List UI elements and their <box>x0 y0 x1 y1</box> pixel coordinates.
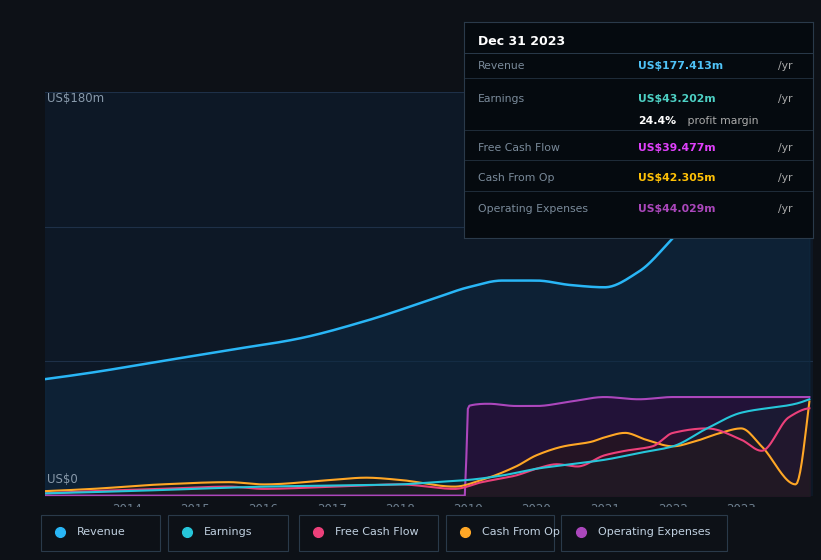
Text: US$0: US$0 <box>48 473 78 486</box>
Text: US$42.305m: US$42.305m <box>639 174 716 183</box>
Text: US$39.477m: US$39.477m <box>639 143 716 153</box>
Text: US$177.413m: US$177.413m <box>639 61 723 71</box>
Text: profit margin: profit margin <box>684 116 758 126</box>
Text: /yr: /yr <box>778 94 792 104</box>
Text: US$44.029m: US$44.029m <box>639 203 716 213</box>
Text: /yr: /yr <box>778 174 792 183</box>
Text: Revenue: Revenue <box>77 527 126 537</box>
Text: /yr: /yr <box>778 143 792 153</box>
Text: Free Cash Flow: Free Cash Flow <box>478 143 560 153</box>
Text: US$180m: US$180m <box>48 92 104 105</box>
Text: Operating Expenses: Operating Expenses <box>478 203 588 213</box>
Text: Earnings: Earnings <box>478 94 525 104</box>
Text: Free Cash Flow: Free Cash Flow <box>335 527 419 537</box>
Text: /yr: /yr <box>778 203 792 213</box>
Text: Revenue: Revenue <box>478 61 525 71</box>
Text: 24.4%: 24.4% <box>639 116 677 126</box>
Text: US$43.202m: US$43.202m <box>639 94 716 104</box>
Text: /yr: /yr <box>778 61 792 71</box>
Text: Operating Expenses: Operating Expenses <box>598 527 710 537</box>
Text: Cash From Op: Cash From Op <box>482 527 560 537</box>
Text: Cash From Op: Cash From Op <box>478 174 554 183</box>
Text: Earnings: Earnings <box>204 527 253 537</box>
Text: Dec 31 2023: Dec 31 2023 <box>478 35 565 48</box>
